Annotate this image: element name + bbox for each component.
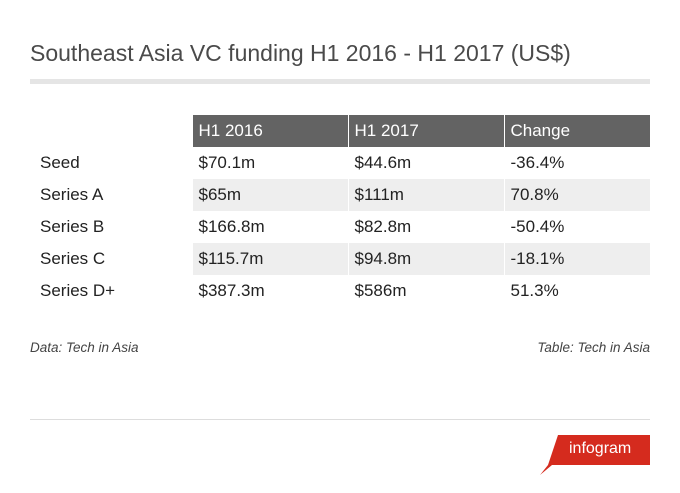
table-cell: -36.4%	[503, 147, 650, 179]
table-row: Seed $70.1m $44.6m -36.4%	[30, 147, 650, 179]
table-cell: $387.3m	[191, 275, 348, 307]
table-header-change: Change	[503, 115, 650, 147]
row-label: Series C	[30, 243, 192, 275]
table-header-row: H1 2016 H1 2017 Change	[30, 115, 650, 147]
row-label: Seed	[30, 147, 192, 179]
chart-title: Southeast Asia VC funding H1 2016 - H1 2…	[30, 40, 571, 66]
table-cell: $94.8m	[347, 243, 504, 275]
table-source-note: Table: Tech in Asia	[537, 340, 650, 355]
table-header-h1-2017: H1 2017	[347, 115, 504, 147]
table-row: Series B $166.8m $82.8m -50.4%	[30, 211, 650, 243]
row-label: Series B	[30, 211, 192, 243]
table-cell: $115.7m	[191, 243, 348, 275]
table-cell: 51.3%	[503, 275, 650, 307]
table-cell: $82.8m	[347, 211, 504, 243]
table-cell: $111m	[347, 179, 504, 211]
table-cell: $586m	[347, 275, 504, 307]
table-cell: 70.8%	[503, 179, 650, 211]
row-label: Series D+	[30, 275, 192, 307]
table-header-corner	[30, 115, 192, 147]
table-cell: $166.8m	[191, 211, 348, 243]
table-cell: $44.6m	[347, 147, 504, 179]
table-header-h1-2016: H1 2016	[191, 115, 348, 147]
infogram-logo-text: infogram	[569, 440, 632, 457]
title-divider	[30, 79, 650, 84]
infogram-logo-icon	[540, 435, 650, 475]
data-source-note: Data: Tech in Asia	[30, 340, 139, 355]
table-row: Series A $65m $111m 70.8%	[30, 179, 650, 211]
footer-divider	[30, 419, 650, 420]
table-cell: -18.1%	[503, 243, 650, 275]
table-cell: -50.4%	[503, 211, 650, 243]
infogram-logo[interactable]: infogram	[540, 435, 650, 475]
table-cell: $65m	[191, 179, 348, 211]
table-cell: $70.1m	[191, 147, 348, 179]
table-row: Series D+ $387.3m $586m 51.3%	[30, 275, 650, 307]
row-label: Series A	[30, 179, 192, 211]
table-row: Series C $115.7m $94.8m -18.1%	[30, 243, 650, 275]
funding-table: H1 2016 H1 2017 Change Seed $70.1m $44.6…	[30, 115, 650, 307]
